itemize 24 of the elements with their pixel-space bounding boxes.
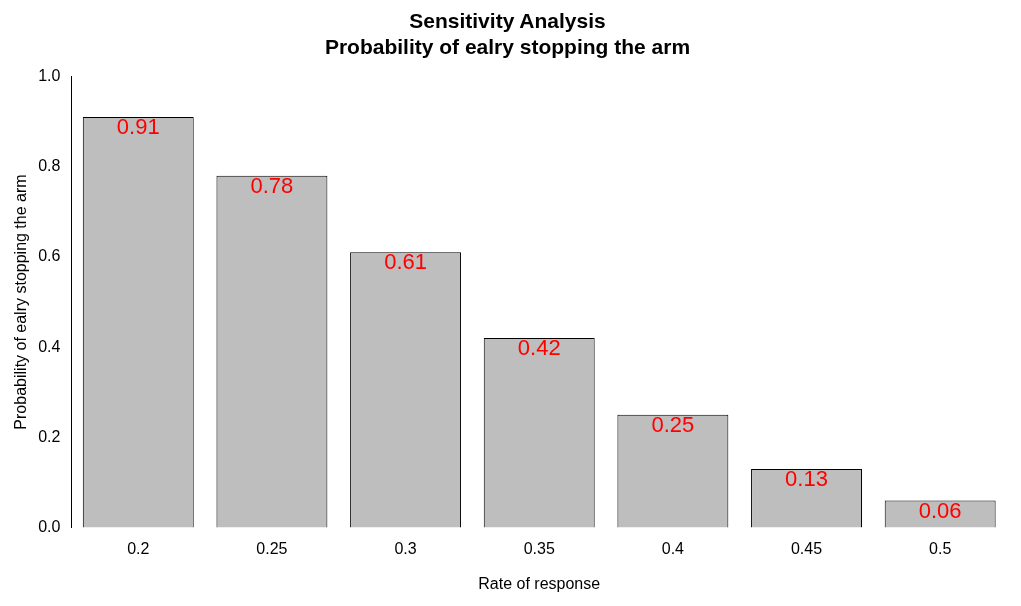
x-tick-label: 0.4 <box>661 539 685 557</box>
x-tick-label: 0.45 <box>790 539 823 557</box>
data-label: 0.25 <box>651 411 695 437</box>
chart-subtitle: Probability of ealry stopping the arm <box>324 34 691 58</box>
x-tick-label: 0.5 <box>929 539 952 557</box>
data-label: 0.61 <box>384 249 427 275</box>
x-tick-label: 0.25 <box>256 539 288 557</box>
data-label: 0.06 <box>918 497 962 523</box>
y-tick-label: 0.0 <box>38 518 61 536</box>
x-axis-title: Rate of response <box>478 574 601 592</box>
y-tick-label: 1.0 <box>38 66 61 84</box>
x-tick-label: 0.2 <box>127 539 150 557</box>
data-label: 0.42 <box>517 335 561 361</box>
data-label: 0.13 <box>785 466 828 492</box>
y-axis-title: Probability of ealry stopping the arm <box>12 174 30 430</box>
x-tick-label: 0.35 <box>523 539 555 557</box>
y-tick-label: 0.2 <box>38 427 61 445</box>
data-label: 0.78 <box>250 172 294 198</box>
chart-title: Sensitivity Analysis <box>409 9 606 33</box>
y-tick-label: 0.6 <box>38 247 61 265</box>
x-tick-label: 0.3 <box>394 539 417 557</box>
data-label: 0.91 <box>116 114 160 140</box>
y-tick-label: 0.8 <box>38 157 61 175</box>
y-tick-label: 0.4 <box>38 337 61 355</box>
